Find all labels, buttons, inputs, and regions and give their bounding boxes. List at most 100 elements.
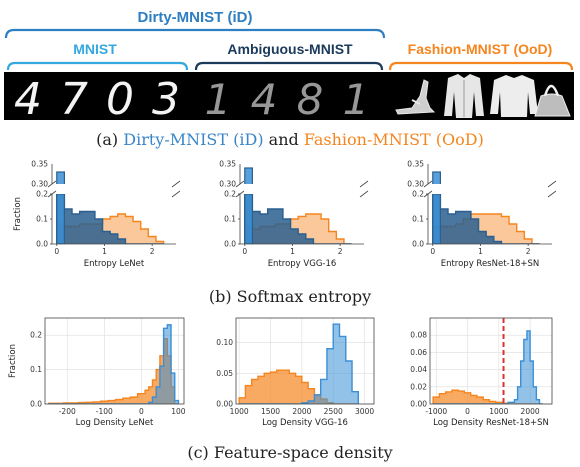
y-tick-label: 0.35 — [31, 160, 48, 169]
break-mark — [235, 180, 245, 188]
y-tick-label: 0.2 — [36, 190, 48, 199]
y-tick-label: 0.10 — [216, 338, 233, 347]
x-tick-label: 1500 — [261, 407, 280, 416]
id-histogram-outline — [56, 194, 164, 244]
mnist-digit: 7 — [60, 74, 88, 125]
x-tick-label: 2000 — [521, 407, 540, 416]
x-tick-label: 0 — [430, 247, 435, 256]
y-tick-label: 0.30 — [219, 180, 236, 189]
entropy-resnet-chart: 0.0 0.1 0.20.30 0.35 0 1 2 Entropy ResNet-18+SN — [407, 160, 557, 269]
ambiguous-digit: 1 — [343, 75, 370, 124]
mnist-label: MNIST — [73, 41, 117, 57]
x-axis-label: Log Density LeNet — [76, 418, 154, 428]
x-tick-label: 2 — [338, 247, 343, 256]
plot-area — [48, 324, 180, 404]
x-tick-label: 2500 — [324, 407, 343, 416]
break-mark — [423, 180, 433, 188]
bag-icon — [534, 84, 571, 117]
upper-plot — [244, 167, 253, 184]
id-bar-upper — [56, 171, 65, 184]
id-histogram-outline — [239, 323, 360, 404]
mnist-bracket — [6, 61, 189, 71]
y-tick-label: 0.1 — [412, 215, 424, 224]
density-vgg16-chart: 0.00 0.05 0.10 1000 1500 2000 2500 3000 Log Dens… — [216, 317, 375, 428]
x-tick-label: 2 — [526, 247, 531, 256]
plot-area — [238, 323, 360, 404]
fashion-mnist-label: Fashion-MNIST (OoD) — [408, 41, 553, 57]
id-bar-lower-first — [56, 194, 65, 244]
y-tick-label: 0.0 — [412, 240, 424, 249]
lower-plot — [244, 194, 352, 244]
lower-plot — [56, 194, 165, 244]
y-tick-label: 0.2 — [30, 331, 42, 340]
density-lenet-chart: 0.0 0.1 0.2 -200 -100 0 100 Log Density LeNet Fr… — [8, 317, 186, 428]
mnist-digit: 0 — [106, 74, 134, 125]
lower-plot — [432, 194, 540, 244]
id-bar-lower-first — [432, 194, 441, 244]
break-mark — [171, 180, 181, 188]
break-mark — [47, 180, 57, 188]
y-tick-label: 0.30 — [31, 180, 48, 189]
x-tick-label: 1 — [290, 247, 295, 256]
y-tick-label: 0.00 — [410, 400, 427, 409]
x-axis-label: Entropy LeNet — [84, 259, 145, 269]
id-histogram-outline — [244, 194, 352, 244]
caption-b: (b) Softmax entropy — [209, 287, 371, 306]
ambiguous-digit: 4 — [251, 75, 278, 124]
mnist-digit: 4 — [14, 74, 42, 125]
x-tick-label: 3000 — [355, 407, 374, 416]
x-tick-label: 1000 — [230, 407, 249, 416]
break-mark — [359, 190, 369, 198]
y-tick-label: 0.00 — [216, 400, 233, 409]
break-mark — [547, 180, 557, 188]
x-tick-label: -1000 — [425, 407, 447, 416]
x-axis-label: Log Density ResNet-18+SN — [433, 418, 549, 428]
ambiguous-mnist-bracket — [194, 61, 384, 71]
y-tick-label: 0.02 — [410, 382, 427, 391]
x-tick-label: 0 — [54, 247, 59, 256]
pullover-icon — [490, 75, 538, 117]
plot-frame — [235, 317, 375, 405]
id-bar-upper — [432, 171, 441, 184]
ambiguous-digit: 1 — [205, 75, 232, 124]
ood-histogram-outline — [432, 389, 543, 404]
ood-histogram-fill — [239, 370, 359, 404]
entropy-lenet-chart: 0.0 0.1 0.20.30 0.35 0 1 2 Entropy LeNet Fractio… — [13, 160, 181, 269]
upper-plot — [56, 171, 65, 184]
plot-frame — [429, 317, 553, 405]
x-tick-label: -100 — [96, 407, 113, 416]
x-tick-label: 2000 — [292, 407, 311, 416]
id-histogram-outline — [48, 324, 180, 404]
y-tick-label: 0.35 — [219, 160, 236, 169]
y-tick-label: 0.08 — [410, 331, 427, 340]
y-tick-label: 0.1 — [30, 365, 42, 374]
x-tick-label: 100 — [171, 407, 186, 416]
x-tick-label: 0 — [139, 407, 144, 416]
y-tick-label: 0.05 — [216, 369, 233, 378]
x-tick-label: 1 — [102, 247, 107, 256]
y-tick-label: 0.0 — [30, 400, 42, 409]
y-tick-label: 0.35 — [407, 160, 424, 169]
caption-c: (c) Feature-space density — [187, 443, 392, 462]
id-histogram-fill — [48, 324, 179, 404]
x-tick-label: 1 — [478, 247, 483, 256]
plot-area — [432, 330, 543, 404]
dirty-mnist-bracket — [4, 28, 386, 39]
coat-icon — [444, 74, 484, 118]
y-tick-label: 0.0 — [36, 240, 48, 249]
id-histogram-fill — [56, 194, 164, 244]
y-tick-label: 0.2 — [412, 190, 424, 199]
id-histogram-fill — [244, 194, 352, 244]
id-histogram-outline — [432, 194, 540, 244]
ambiguous-digit: 8 — [297, 75, 324, 124]
x-tick-label: 1000 — [489, 407, 508, 416]
caption-a: (a) Dirty-MNIST (iD) and Fashion-MNIST (… — [96, 130, 484, 149]
break-mark — [171, 190, 181, 198]
break-mark — [547, 190, 557, 198]
y-axis-label: Fraction — [13, 197, 23, 231]
id-histogram-fill — [239, 324, 359, 404]
y-tick-label: 0.1 — [224, 215, 236, 224]
